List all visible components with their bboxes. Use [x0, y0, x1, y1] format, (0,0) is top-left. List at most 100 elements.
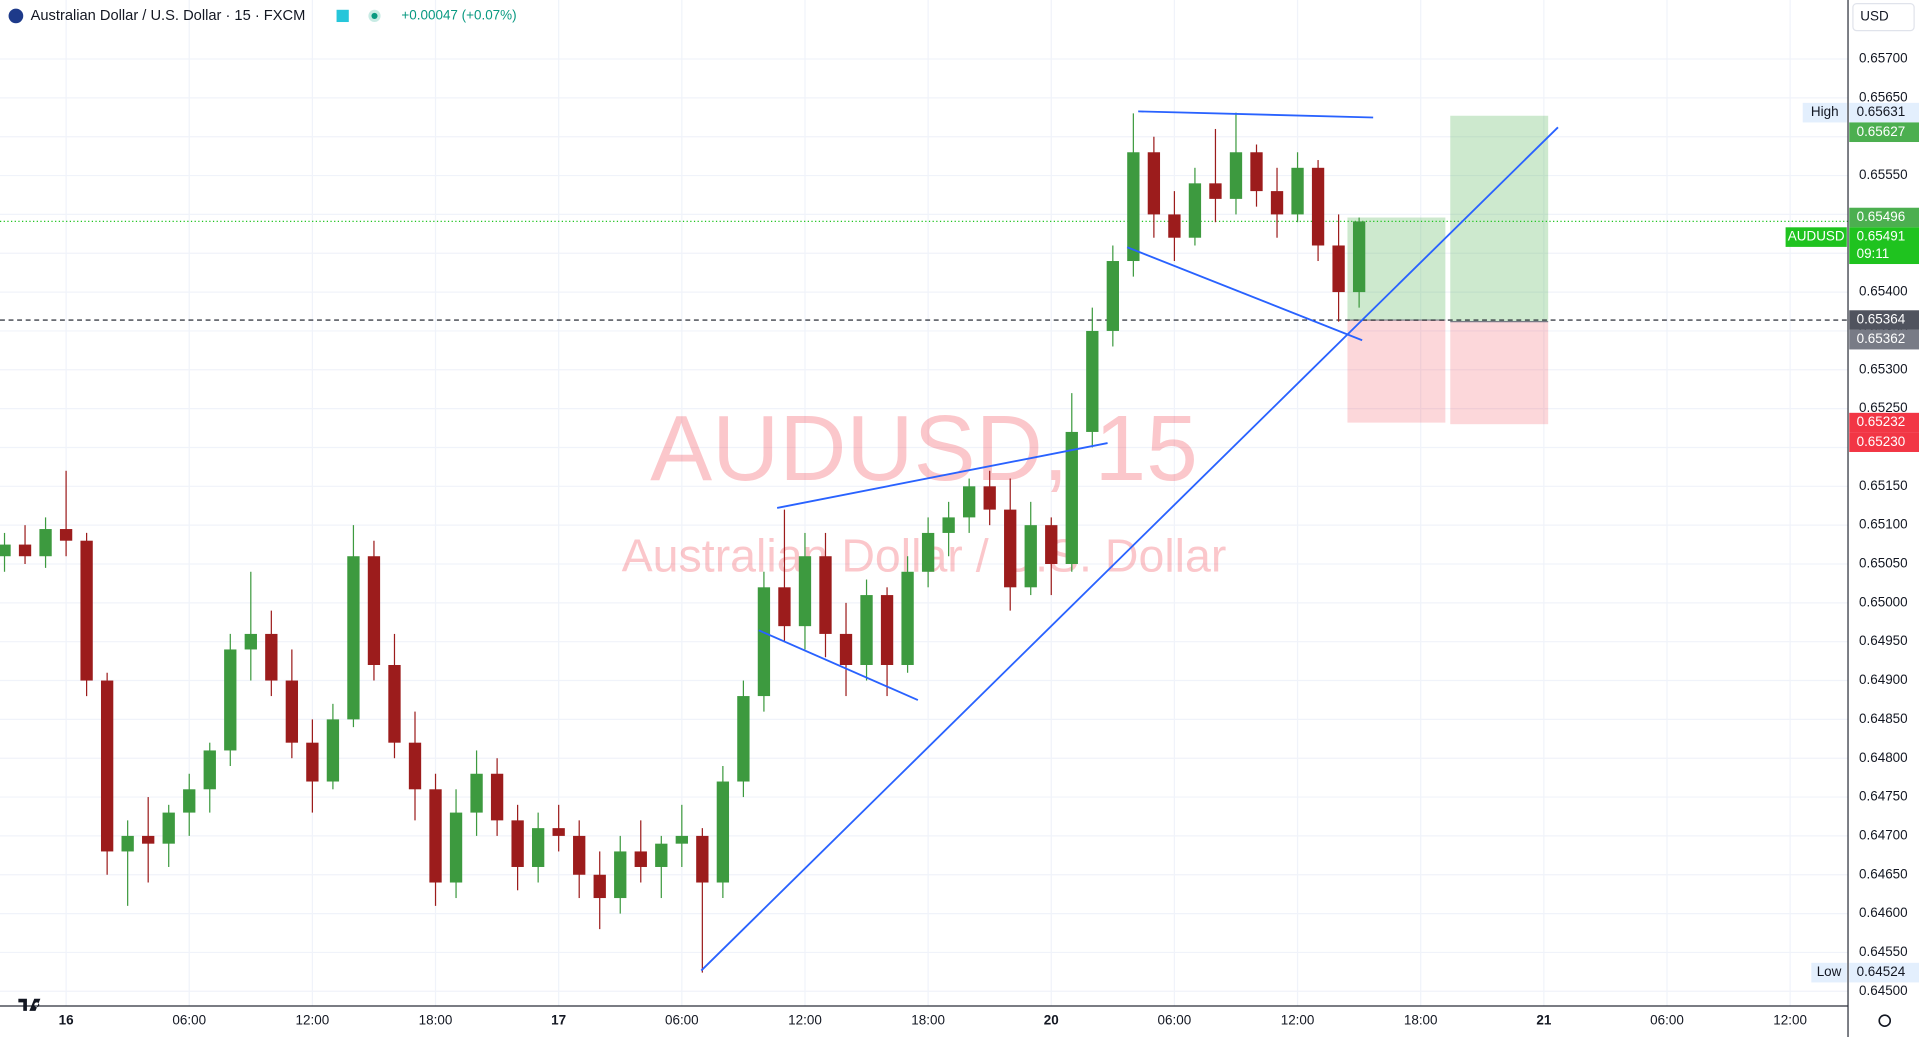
logo [12, 998, 41, 1011]
candle-body [1229, 152, 1243, 199]
loss-zone [1450, 321, 1549, 425]
candle-body [942, 517, 955, 533]
price-label [1849, 310, 1919, 330]
candle-body [860, 595, 873, 665]
status-dot [371, 12, 378, 19]
candle-body [183, 789, 196, 813]
y-tick-label: 0.65050 [1859, 556, 1908, 571]
currency[interactable]: USD [1860, 9, 1889, 24]
candle-body [1147, 152, 1161, 215]
x-tick-label: 18:00 [911, 1012, 945, 1027]
candle-body [1004, 509, 1017, 588]
trend-line [1126, 246, 1363, 342]
trend-line [776, 442, 1108, 509]
settings-icon[interactable] [1878, 1014, 1892, 1028]
x-tick-label: 18:00 [419, 1012, 453, 1027]
y-tick-label: 0.64800 [1859, 750, 1908, 765]
x-tick-label: 06:00 [665, 1012, 699, 1027]
candle-body [552, 828, 565, 836]
candles [0, 112, 1366, 973]
candle-body [306, 742, 319, 782]
candle-body [798, 556, 812, 627]
candle-body [18, 544, 32, 557]
candle-body [408, 742, 422, 790]
x-tick-label: 18:00 [1404, 1012, 1438, 1027]
y-tick-label: 0.64900 [1859, 672, 1908, 687]
candle-body [1086, 330, 1099, 432]
y-tick-label: 0.64750 [1859, 789, 1908, 804]
y-tick-label: 0.65150 [1859, 478, 1908, 493]
candle-body [1250, 152, 1263, 192]
y-tick-label: 0.65300 [1859, 361, 1908, 376]
x-tick-label: 12:00 [1773, 1012, 1807, 1027]
watermark: AUDUSD, 15 [650, 396, 1198, 500]
candle-body [1188, 183, 1202, 238]
price-label-text: 0.65362 [1857, 331, 1906, 346]
candle-body [778, 587, 791, 627]
candle-body [1332, 245, 1345, 293]
price-label-text: 0.65364 [1857, 312, 1906, 327]
candle-body [573, 835, 586, 875]
y-tick-label: 0.64850 [1859, 711, 1908, 726]
candle-body [388, 664, 401, 743]
price-label [1849, 122, 1919, 143]
currency-button[interactable] [1852, 3, 1915, 32]
y-tick-label: 0.65650 [1859, 89, 1908, 104]
candle-body [367, 556, 381, 665]
time-scale [0, 1006, 1849, 1037]
candle-body [449, 812, 463, 883]
price-label [1849, 412, 1919, 433]
candle-body [634, 851, 647, 867]
y-tick-label: 0.64550 [1859, 944, 1908, 959]
y-tick-label: 0.64500 [1859, 983, 1908, 998]
candle-body [100, 680, 114, 852]
candle-body [1311, 167, 1325, 246]
candle-body [696, 835, 709, 883]
x-tick-label: 16 [59, 1012, 74, 1027]
y-tick-label: 0.64600 [1859, 905, 1908, 920]
price-label [1849, 432, 1919, 452]
candle-body [326, 719, 340, 782]
symbol-icon [8, 8, 24, 24]
y-tick-label: 0.65250 [1859, 400, 1908, 415]
candle-body [675, 835, 688, 844]
candle-body [716, 781, 730, 883]
candle-body [1270, 191, 1284, 215]
candle-body [121, 835, 134, 852]
candle-body [429, 789, 442, 883]
x-tick-label: 20 [1044, 1012, 1059, 1027]
y-tick-label: 0.64650 [1859, 866, 1908, 881]
candle-body [880, 595, 894, 665]
price-caption-box [1811, 962, 1847, 983]
candle-body [1065, 431, 1078, 565]
candle-body [1127, 152, 1140, 262]
candle-body [593, 874, 606, 899]
y-tick-label: 0.64700 [1859, 827, 1908, 842]
y-tick-label: 0.65550 [1859, 167, 1908, 182]
trend-line [1138, 110, 1374, 119]
candle-body [614, 851, 627, 899]
candle-body [0, 544, 11, 557]
price-change: +0.00047 (+0.07%) [401, 7, 516, 22]
position-tools [0, 115, 1849, 425]
flag-icon[interactable] [336, 9, 349, 23]
candle-body [265, 633, 278, 681]
price-label-text: 0.65631 [1857, 104, 1906, 119]
candle-body [80, 540, 93, 681]
candle-body [285, 680, 299, 743]
candle-body [470, 773, 483, 813]
candle-body [655, 843, 668, 867]
candle-body [39, 529, 52, 557]
trend-line [700, 126, 1559, 972]
y-tick-label: 0.65000 [1859, 594, 1908, 609]
price-label [1849, 962, 1919, 983]
candle-body [531, 828, 545, 867]
candle-body [1024, 525, 1037, 588]
candle-body [963, 486, 976, 518]
candle-body [142, 835, 155, 844]
x-tick-label: 06:00 [1158, 1012, 1192, 1027]
candle-body [1045, 525, 1058, 565]
x-tick-label: 06:00 [172, 1012, 206, 1027]
